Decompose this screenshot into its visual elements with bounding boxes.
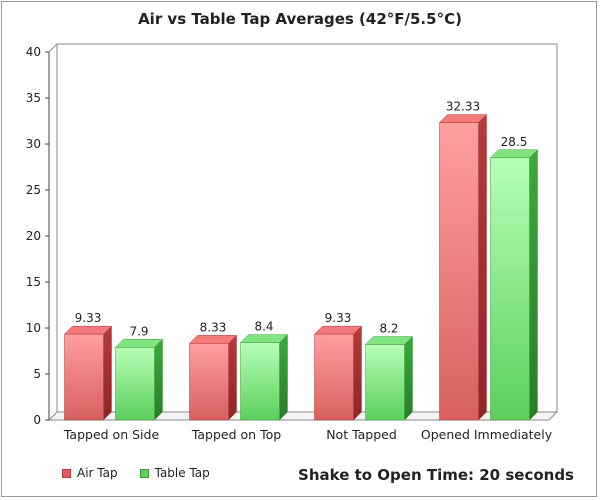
legend-swatch-air-tap [62, 468, 71, 478]
data-label: 28.5 [501, 135, 528, 149]
legend-item-table-tap: Table Tap [139, 466, 210, 480]
y-tick-label: 30 [26, 137, 41, 151]
data-label: 7.9 [129, 324, 148, 338]
bar-side-face [404, 335, 413, 421]
data-label: 8.33 [200, 320, 227, 334]
y-tick-label: 10 [26, 321, 41, 335]
y-tick-label: 5 [33, 367, 41, 381]
data-label: 9.33 [325, 311, 352, 325]
bar [439, 122, 479, 421]
y-tick-label: 40 [26, 45, 41, 59]
bar [189, 343, 229, 421]
bar [490, 157, 530, 421]
bar-top-face [313, 325, 363, 335]
legend-item-air-tap: Air Tap [62, 466, 118, 480]
bar-side-face [353, 325, 362, 421]
legend: Air Tap Table Tap [62, 466, 232, 480]
data-label: 8.4 [254, 320, 273, 334]
y-axis-top-edge [48, 43, 58, 53]
legend-label-table-tap: Table Tap [154, 466, 210, 480]
bar [314, 333, 354, 421]
y-tick-label: 25 [26, 183, 41, 197]
bar-side-face [279, 334, 288, 421]
bar [64, 333, 104, 421]
bar-top-face [239, 334, 289, 343]
chart-caption: Shake to Open Time: 20 seconds [298, 466, 574, 484]
bar [240, 342, 280, 421]
bar-top-face [188, 335, 238, 344]
bar-top-face [63, 325, 113, 335]
bar-top-face [438, 114, 488, 123]
bar [365, 344, 405, 421]
bar-side-face [154, 338, 163, 421]
x-tick-label: Tapped on Top [191, 427, 281, 442]
data-label: 32.33 [446, 100, 480, 114]
bar-top-face [114, 339, 164, 348]
bar-side-face [103, 325, 112, 421]
legend-swatch-table-tap [139, 468, 149, 478]
y-tick-label: 35 [26, 91, 41, 105]
bar-side-face [478, 113, 487, 421]
chart-back-wall [56, 43, 558, 413]
data-label: 9.33 [75, 311, 102, 325]
legend-label-air-tap: Air Tap [77, 466, 118, 480]
y-tick-label: 0 [33, 413, 41, 427]
data-label: 8.2 [379, 322, 398, 336]
plot-area: 0 5 10 15 20 25 30 35 40 9.33 7.9 Tapped on Side 8.3… [26, 43, 559, 442]
bar-side-face [529, 149, 538, 421]
x-tick-label: Opened Immediately [421, 427, 553, 442]
y-tick-label: 20 [26, 229, 41, 243]
bar-top-face [364, 336, 414, 345]
bar-side-face [228, 334, 237, 421]
bar [115, 347, 155, 421]
y-tick-label: 15 [26, 275, 41, 289]
chart-title: Air vs Table Tap Averages (42°F/5.5°C) [138, 10, 462, 28]
x-tick-label: Tapped on Side [63, 427, 160, 442]
bar-top-face [489, 149, 539, 159]
x-tick-label: Not Tapped [326, 427, 397, 442]
